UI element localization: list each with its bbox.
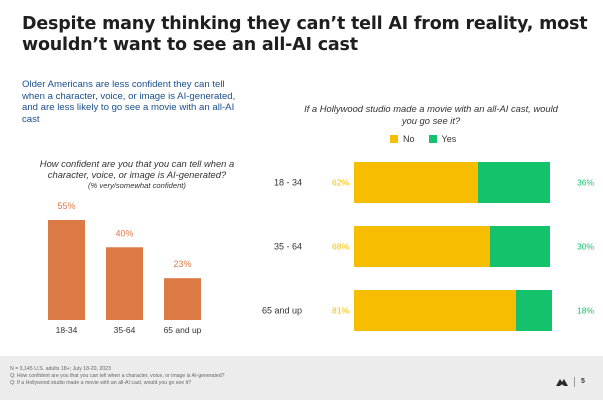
intro-text: Older Americans are less confident they … xyxy=(22,79,236,125)
no-value-label: 81% xyxy=(332,306,349,316)
legend-item-no: No xyxy=(390,134,415,144)
stacked-bar-yes xyxy=(516,290,552,331)
age-category-label: 18-34 xyxy=(56,325,78,335)
stacked-bar-no xyxy=(354,226,490,267)
stacked-bar-yes xyxy=(478,162,550,203)
no-value-label: 68% xyxy=(332,242,349,252)
legend-swatch-no xyxy=(390,135,398,143)
confidence-bar xyxy=(106,247,143,320)
footer: N = 3,145 U.S. adults 18+; July 18-20, 2… xyxy=(0,356,603,400)
yes-value-label: 36% xyxy=(577,178,594,188)
legend-swatch-yes xyxy=(428,135,437,143)
chart-legend: No Yes xyxy=(390,134,470,144)
age-group-label: 18 - 34 xyxy=(274,178,302,188)
legend-item-yes: Yes xyxy=(428,134,457,144)
left-chart-question: How confident are you that you can tell … xyxy=(39,158,235,180)
footnote-question-1: Q: How confident are you that you can te… xyxy=(10,373,225,379)
yes-value-label: 18% xyxy=(577,306,594,316)
legend-label-no: No xyxy=(403,134,415,144)
age-category-label: 35-64 xyxy=(114,325,136,335)
no-value-label: 62% xyxy=(332,178,349,188)
footnote-sample: N = 3,145 U.S. adults 18+; July 18-20, 2… xyxy=(10,366,111,372)
confidence-value-label: 23% xyxy=(173,259,191,269)
age-category-label: 65 and up xyxy=(164,325,202,335)
left-chart-subtitle: (% very/somewhat confident) xyxy=(88,181,186,190)
age-group-label: 35 - 64 xyxy=(274,242,302,252)
page-number: 5 xyxy=(581,378,585,385)
age-group-label: 65 and up xyxy=(262,306,302,316)
footer-separator xyxy=(574,377,575,387)
confidence-value-label: 55% xyxy=(57,201,75,211)
page-title: Despite many thinking they can’t tell AI… xyxy=(22,14,588,55)
footnote-question-2: Q: If a Hollywood studio made a movie wi… xyxy=(10,380,192,386)
confidence-value-label: 40% xyxy=(115,228,133,238)
stacked-bar-no xyxy=(354,162,478,203)
confidence-bar xyxy=(164,278,201,320)
brand-logo-icon xyxy=(556,379,568,386)
yes-value-label: 30% xyxy=(577,242,594,252)
legend-label-yes: Yes xyxy=(441,134,457,144)
right-chart-question: If a Hollywood studio made a movie with … xyxy=(304,103,558,126)
stacked-bar-yes xyxy=(490,226,550,267)
confidence-bar xyxy=(48,220,85,320)
stacked-bar-no xyxy=(354,290,516,331)
